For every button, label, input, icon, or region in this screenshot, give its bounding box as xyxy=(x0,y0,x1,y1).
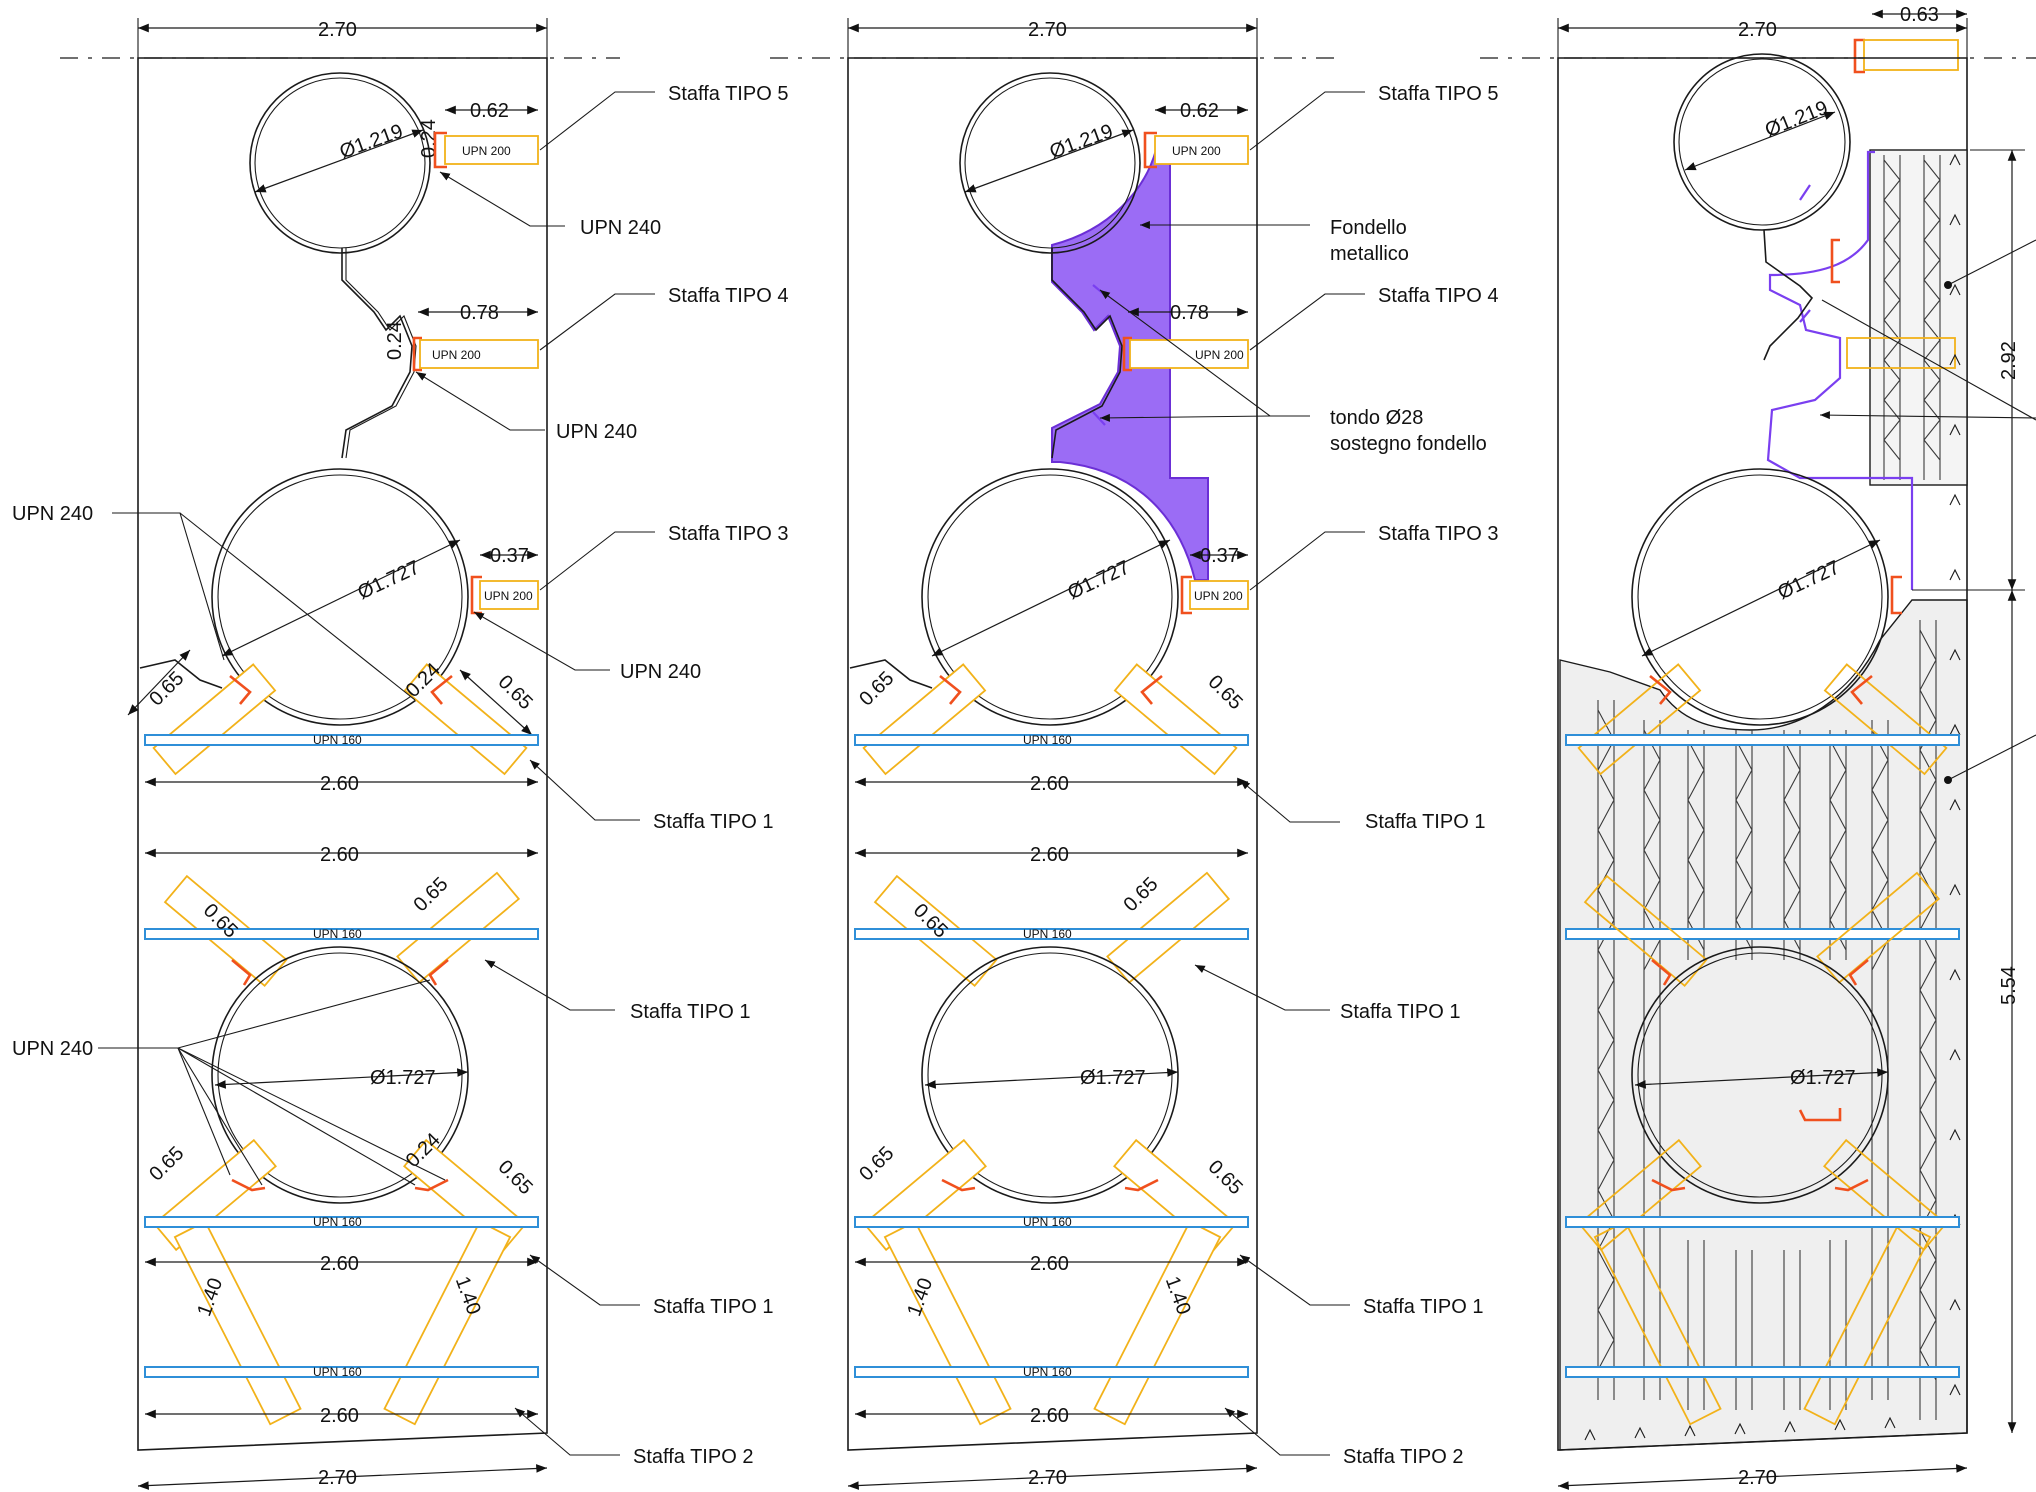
dim-0-65-b: 0.65 xyxy=(1204,671,1247,714)
dim-2-60-c: 2.60 xyxy=(1030,1253,1069,1275)
dim-bottom-width: 2.70 xyxy=(1028,1467,1067,1489)
label-staffa-3: Staffa TIPO 3 xyxy=(1378,523,1498,545)
dim-2-60-a: 2.60 xyxy=(1030,773,1069,795)
dia-mid-pipe: Ø1.727 xyxy=(354,556,423,604)
dim-0-65-a: 0.65 xyxy=(145,667,188,710)
dim-0-37: 0.37 xyxy=(490,545,529,567)
dim-bottom-width: 2.70 xyxy=(1738,1467,1777,1489)
label-upn-240-a: UPN 240 xyxy=(580,217,661,239)
label-tondo-2: sostegno fondello xyxy=(1330,433,1487,455)
dia-lower-pipe: Ø1.727 xyxy=(1080,1067,1146,1089)
dim-2-92: 2.92 xyxy=(1998,341,2020,380)
upn160-label: UPN 160 xyxy=(1023,1215,1072,1229)
concrete-infill xyxy=(1559,599,1968,1451)
label-staffa-1-a: Staffa TIPO 1 xyxy=(653,811,773,833)
label-staffa-1-b: Staffa TIPO 1 xyxy=(1340,1001,1460,1023)
label-staffa-4: Staffa TIPO 4 xyxy=(668,285,788,307)
upn200-label: UPN 200 xyxy=(462,144,511,158)
upn200-label: UPN 200 xyxy=(1195,348,1244,362)
dim-0-65-e: 0.65 xyxy=(855,1142,898,1185)
label-staffa-4: Staffa TIPO 4 xyxy=(1378,285,1498,307)
dim-0-65-f: 0.65 xyxy=(1204,1156,1247,1199)
upn160-label: UPN 160 xyxy=(313,733,362,747)
label-fondello-2: metallico xyxy=(1330,243,1409,265)
dim-0-65-d: 0.65 xyxy=(1119,873,1162,916)
dim-0-65-d: 0.65 xyxy=(409,873,452,916)
dim-0-62: 0.62 xyxy=(1180,100,1219,122)
dia-top-pipe: Ø1.219 xyxy=(1762,97,1831,142)
label-staffa-1-a: Staffa TIPO 1 xyxy=(1365,811,1485,833)
dim-2-60-d: 2.60 xyxy=(1030,1405,1069,1427)
label-staffa-1-c: Staffa TIPO 1 xyxy=(1363,1296,1483,1318)
dia-top-pipe: Ø1.219 xyxy=(1047,120,1116,163)
dim-0-62: 0.62 xyxy=(470,100,509,122)
section-panel-1: 2.70 Ø1.219 0.24 UPN 200 0.62 UPN 200 0.… xyxy=(12,18,788,1490)
section-panel-3: 2.70 0.63 Ø1.219 2.92 5.54 xyxy=(1480,4,2036,1490)
upn200-label: UPN 200 xyxy=(432,348,481,362)
label-upn-240-d: UPN 240 xyxy=(12,503,93,525)
dia-top-pipe: Ø1.219 xyxy=(337,120,406,163)
dim-bottom-width: 2.70 xyxy=(318,1467,357,1489)
dim-0-65-f: 0.65 xyxy=(494,1156,537,1199)
dim-2-60-d: 2.60 xyxy=(320,1405,359,1427)
dim-top-width: 2.70 xyxy=(318,19,357,41)
dim-0-37: 0.37 xyxy=(1200,545,1239,567)
dim-top-width: 2.70 xyxy=(1028,19,1067,41)
dia-mid-pipe: Ø1.727 xyxy=(1774,556,1843,604)
label-staffa-1-b: Staffa TIPO 1 xyxy=(630,1001,750,1023)
upn200-label: UPN 200 xyxy=(1172,144,1221,158)
dim-0-78: 0.78 xyxy=(1170,302,1209,324)
upn160-label: UPN 160 xyxy=(313,1215,362,1229)
upn200-label: UPN 200 xyxy=(484,589,533,603)
label-staffa-3: Staffa TIPO 3 xyxy=(668,523,788,545)
dim-0-24-b: 0.24 xyxy=(384,321,406,360)
dia-lower-pipe: Ø1.727 xyxy=(1790,1067,1856,1089)
label-tondo-1: tondo Ø28 xyxy=(1330,407,1423,429)
dia-lower-pipe: Ø1.727 xyxy=(370,1067,436,1089)
label-upn-240-b: UPN 240 xyxy=(556,421,637,443)
label-fondello-1: Fondello xyxy=(1330,217,1407,239)
label-staffa-2: Staffa TIPO 2 xyxy=(633,1446,753,1468)
upn160-label: UPN 160 xyxy=(313,1365,362,1379)
section-panel-2: 2.70 Ø1.219 UPN 200 0.62 UPN 200 0.78 Ø1… xyxy=(770,18,1498,1490)
dim-0-78: 0.78 xyxy=(460,302,499,324)
dim-0-65-e: 0.65 xyxy=(145,1142,188,1185)
dim-0-65-b: 0.65 xyxy=(494,671,537,714)
upn160-label: UPN 160 xyxy=(313,927,362,941)
dim-0-63: 0.63 xyxy=(1900,4,1939,26)
dim-2-60-b: 2.60 xyxy=(320,844,359,866)
label-staffa-1-c: Staffa TIPO 1 xyxy=(653,1296,773,1318)
dim-top-width: 2.70 xyxy=(1738,19,1777,41)
label-staffa-5: Staffa TIPO 5 xyxy=(1378,83,1498,105)
dia-mid-pipe: Ø1.727 xyxy=(1064,556,1133,604)
label-staffa-2: Staffa TIPO 2 xyxy=(1343,1446,1463,1468)
dim-5-54: 5.54 xyxy=(1998,966,2020,1005)
dim-0-65-a: 0.65 xyxy=(855,667,898,710)
dim-2-60-c: 2.60 xyxy=(320,1253,359,1275)
upn160-label: UPN 160 xyxy=(1023,733,1072,747)
upn160-label: UPN 160 xyxy=(1023,927,1072,941)
dim-2-60-b: 2.60 xyxy=(1030,844,1069,866)
upn200-label: UPN 200 xyxy=(1194,589,1243,603)
dim-2-60-a: 2.60 xyxy=(320,773,359,795)
upn160-label: UPN 160 xyxy=(1023,1365,1072,1379)
label-upn-240-e: UPN 240 xyxy=(12,1038,93,1060)
label-staffa-5: Staffa TIPO 5 xyxy=(668,83,788,105)
label-upn-240-c: UPN 240 xyxy=(620,661,701,683)
dim-0-24-a: 0.24 xyxy=(418,119,440,158)
